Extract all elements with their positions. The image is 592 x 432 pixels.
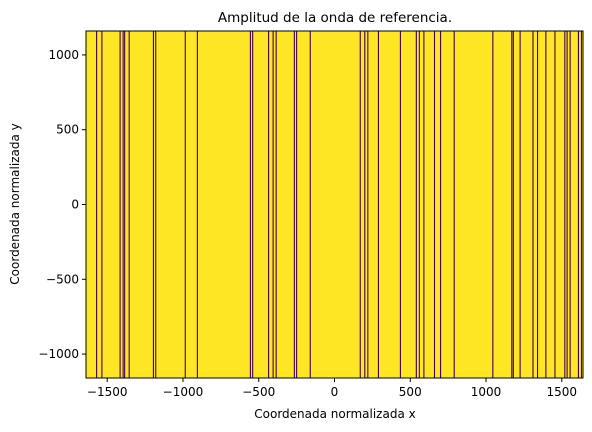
y-tick-label: −500 bbox=[46, 272, 79, 286]
heatmap-field bbox=[86, 31, 583, 378]
y-tick-label: −1000 bbox=[38, 347, 79, 361]
y-tick-label: 500 bbox=[56, 123, 79, 137]
x-tick-label: 500 bbox=[399, 385, 422, 399]
y-tick-label: 1000 bbox=[48, 48, 79, 62]
y-axis-label: Coordenada normalizada y bbox=[8, 123, 22, 284]
x-axis-label: Coordenada normalizada x bbox=[254, 407, 415, 421]
plot-area bbox=[85, 30, 584, 379]
y-axis: −1000 −500 0 500 1000 bbox=[38, 48, 86, 361]
x-tick-label: 1500 bbox=[547, 385, 578, 399]
x-tick-label: −1500 bbox=[87, 385, 128, 399]
x-tick-label: −500 bbox=[242, 385, 275, 399]
y-tick-label: 0 bbox=[71, 198, 79, 212]
x-tick-label: −1000 bbox=[163, 385, 204, 399]
x-tick-label: 1000 bbox=[471, 385, 502, 399]
x-axis: −1500 −1000 −500 0 500 1000 1500 bbox=[87, 378, 577, 399]
x-tick-label: 0 bbox=[331, 385, 339, 399]
chart-title: Amplitud de la onda de referencia. bbox=[218, 10, 452, 26]
